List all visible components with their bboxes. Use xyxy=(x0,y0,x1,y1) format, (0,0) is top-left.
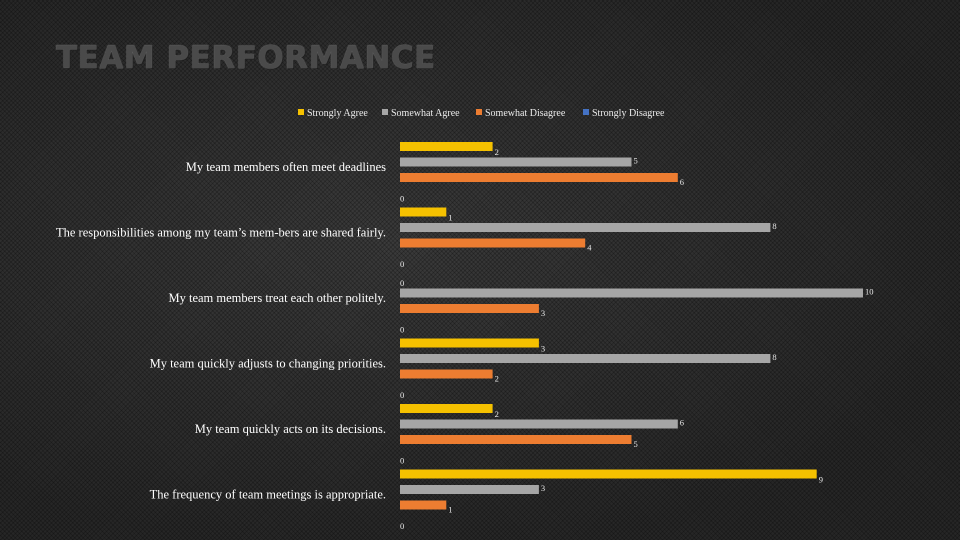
value-label: 8 xyxy=(772,352,776,362)
value-label: 10 xyxy=(865,287,874,297)
value-label: 6 xyxy=(680,177,684,187)
value-label: 0 xyxy=(400,194,404,204)
category-group: The responsibilities among my team’s mem… xyxy=(56,207,777,269)
legend-swatch-strongly-disagree xyxy=(583,109,589,115)
legend-label-strongly-agree: Strongly Agree xyxy=(307,108,368,119)
value-label: 9 xyxy=(819,475,823,485)
value-label: 8 xyxy=(772,221,776,231)
bar-somewhat-disagree xyxy=(400,238,586,248)
category-label: My team quickly acts on its decisions. xyxy=(195,422,386,436)
value-label: 3 xyxy=(541,344,545,354)
category-label: The frequency of team meetings is approp… xyxy=(150,488,386,502)
chart-legend: Strongly Agree Somewhat Agree Somewhat Dis… xyxy=(298,108,665,119)
value-label: 1 xyxy=(448,213,452,223)
bar-somewhat-disagree xyxy=(400,173,678,182)
page-title: TEAM PERFORMANCE xyxy=(56,40,436,76)
value-label: 4 xyxy=(587,243,592,253)
bar-strongly-agree xyxy=(400,338,539,348)
value-label: 0 xyxy=(400,390,404,400)
value-label: 6 xyxy=(680,418,684,428)
bar-somewhat-disagree xyxy=(400,369,493,379)
bar-somewhat-agree xyxy=(400,157,632,167)
legend-label-strongly-disagree: Strongly Disagree xyxy=(592,108,665,119)
value-label: 0 xyxy=(400,521,404,531)
value-label: 5 xyxy=(634,439,638,449)
legend-label-somewhat-disagree: Somewhat Disagree xyxy=(485,108,566,119)
value-label: 1 xyxy=(448,505,452,515)
category-label: My team quickly adjusts to changing prio… xyxy=(150,357,386,371)
bar-somewhat-agree xyxy=(400,354,771,363)
bar-somewhat-agree xyxy=(400,223,771,232)
value-label: 0 xyxy=(400,325,404,335)
legend-swatch-strongly-agree xyxy=(298,109,304,115)
bar-somewhat-disagree xyxy=(400,435,632,444)
bar-strongly-agree xyxy=(400,207,447,217)
legend-label-somewhat-agree: Somewhat Agree xyxy=(391,108,460,119)
value-label: 0 xyxy=(400,259,404,269)
category-label: My team members often meet deadlines xyxy=(186,160,386,174)
legend-swatch-somewhat-agree xyxy=(382,109,388,115)
bar-somewhat-disagree xyxy=(400,500,447,510)
value-label: 2 xyxy=(495,374,499,384)
value-label: 2 xyxy=(495,409,499,419)
bar-somewhat-agree xyxy=(400,419,678,429)
category-label: The responsibilities among my team’s mem… xyxy=(56,226,386,240)
category-group: My team members often meet deadlines 2 5 6 0 xyxy=(186,142,684,204)
legend-swatch-somewhat-disagree xyxy=(476,109,482,115)
category-group: My team quickly acts on its decisions. 2 6… xyxy=(195,404,684,466)
bar-strongly-agree xyxy=(400,404,493,413)
category-group: My team members treat each other politel… xyxy=(168,278,873,335)
category-group: My team quickly adjusts to changing prio… xyxy=(150,338,777,400)
value-label: 0 xyxy=(400,456,404,466)
bar-somewhat-agree xyxy=(400,288,863,298)
value-label: 2 xyxy=(495,147,499,157)
value-label: 3 xyxy=(541,308,545,318)
bar-somewhat-agree xyxy=(400,485,539,494)
value-label: 0 xyxy=(400,278,404,288)
chart-plot-area: My team members often meet deadlines 2 5 6 0… xyxy=(56,142,874,531)
value-label: 5 xyxy=(634,156,638,166)
bar-somewhat-disagree xyxy=(400,304,539,313)
value-label: 3 xyxy=(541,483,545,493)
category-group: The frequency of team meetings is approp… xyxy=(150,469,823,531)
bar-strongly-agree xyxy=(400,142,493,151)
bar-strongly-agree xyxy=(400,469,817,479)
category-label: My team members treat each other politel… xyxy=(168,291,386,305)
